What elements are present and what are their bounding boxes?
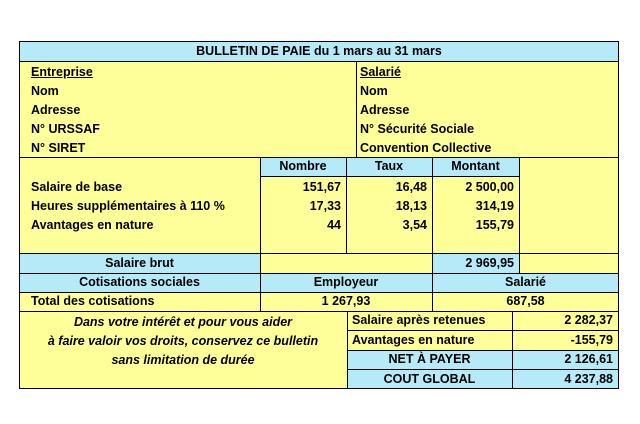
line-taux: 18,13 xyxy=(395,199,427,213)
employee-ssn-label: N° Sécurité Sociale xyxy=(360,122,475,136)
column-montant: Montant xyxy=(451,159,500,173)
employee-convention-label: Convention Collective xyxy=(360,141,492,155)
identity-section xyxy=(19,61,619,157)
contributions-total-label: Total des cotisations xyxy=(31,294,155,308)
column-nombre: Nombre xyxy=(279,159,327,173)
line-montant: 314,19 xyxy=(475,199,514,213)
column-header-left xyxy=(19,157,260,176)
gross-value-band xyxy=(432,253,519,273)
gross-right-cell xyxy=(519,253,619,273)
column-taux: Taux xyxy=(374,159,404,173)
net-pay-label: NET À PAYER xyxy=(388,352,471,366)
line-label: Avantages en nature xyxy=(31,218,154,232)
column-header-band xyxy=(260,157,519,176)
notice-line-2: à faire valoir vos droits, conservez ce … xyxy=(47,334,319,348)
employee-name-label: Nom xyxy=(360,84,388,98)
notice-section xyxy=(19,311,347,389)
gross-salary-value: 2 969,95 xyxy=(465,256,514,270)
payslip-title: BULLETIN DE PAIE du 1 mars au 31 mars xyxy=(196,44,442,58)
notice-line-3: sans limitation de durée xyxy=(111,353,255,367)
line-label: Heures supplémentaires à 110 % xyxy=(31,199,225,213)
gross-empty-cell xyxy=(260,253,432,273)
employer-contrib-header: Employeur xyxy=(313,275,379,289)
gross-salary-label: Salaire brut xyxy=(105,256,174,270)
employer-address-label: Adresse xyxy=(31,103,81,117)
employee-contrib-total: 687,58 xyxy=(506,294,545,308)
contributions-total-band xyxy=(19,292,619,311)
line-montant: 155,79 xyxy=(475,218,514,232)
net-pay-value: 2 126,61 xyxy=(564,352,613,366)
payslip: BULLETIN DE PAIE du 1 mars au 31 mars En… xyxy=(19,41,619,389)
employer-siret-label: N° SIRET xyxy=(31,141,86,155)
line-label: Salaire de base xyxy=(31,180,123,194)
line-nombre: 17,33 xyxy=(309,199,341,213)
notice-line-1: Dans votre intérêt et pour vous aider xyxy=(73,315,293,329)
total-cost-value: 4 237,88 xyxy=(564,372,613,386)
line-nombre: 151,67 xyxy=(302,180,341,194)
gross-label-band xyxy=(19,253,260,273)
column-header-right xyxy=(519,157,619,176)
benefits-label: Avantages en nature xyxy=(352,333,475,347)
line-taux: 16,48 xyxy=(395,180,427,194)
contributions-label: Cotisations sociales xyxy=(79,275,200,289)
employer-heading: Entreprise xyxy=(31,65,93,79)
employee-address-label: Adresse xyxy=(360,103,410,117)
employer-urssaf-label: N° URSSAF xyxy=(31,122,100,136)
title-band xyxy=(19,41,619,61)
line-nombre: 44 xyxy=(327,218,341,232)
benefits-value: -155,79 xyxy=(570,333,613,347)
employee-heading: Salarié xyxy=(360,65,402,79)
total-cost-label: COUT GLOBAL xyxy=(383,372,476,386)
employer-name-label: Nom xyxy=(31,84,59,98)
line-taux: 3,54 xyxy=(402,218,427,232)
after-deductions-value: 2 282,37 xyxy=(564,313,613,327)
contributions-header-band xyxy=(19,273,619,292)
employee-contrib-header: Salarié xyxy=(504,275,546,289)
after-deductions-label: Salaire après retenues xyxy=(352,313,486,327)
employer-contrib-total: 1 267,93 xyxy=(321,294,371,308)
line-montant: 2 500,00 xyxy=(465,180,514,194)
